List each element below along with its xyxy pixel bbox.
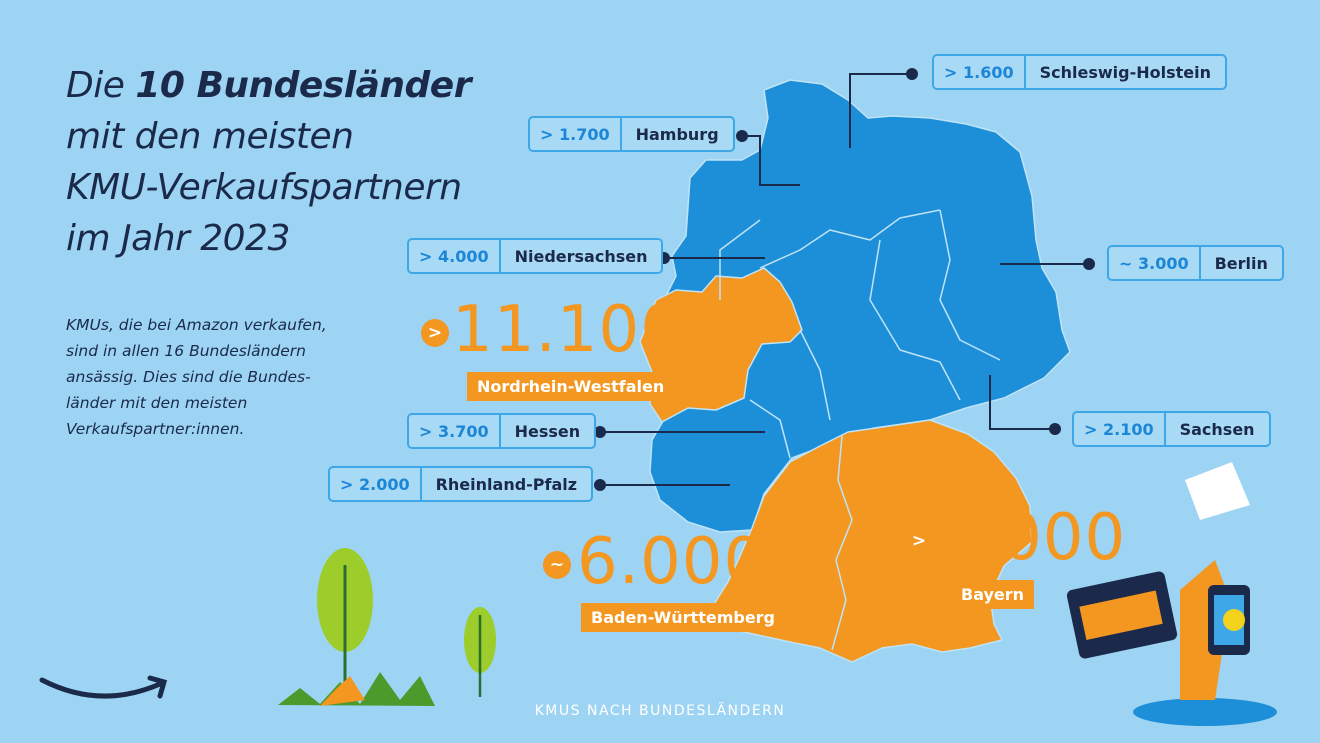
callout-amount: > 1.700 bbox=[530, 118, 622, 150]
callout-amount: > 1.600 bbox=[934, 56, 1026, 88]
state-border bbox=[719, 209, 1001, 651]
description-line: länder mit den meisten bbox=[66, 394, 248, 412]
callout-amount: > 2.000 bbox=[330, 468, 422, 500]
logo bbox=[39, 675, 168, 699]
highlight-symbol: > bbox=[905, 527, 933, 555]
callout-name: Hessen bbox=[514, 421, 581, 441]
callout-amount: > 3.700 bbox=[409, 415, 501, 447]
highlight-symbol: ~ bbox=[543, 551, 571, 579]
description-line: KMUs, die bei Amazon verkaufen, bbox=[66, 316, 327, 334]
callout: > 1.700 Hamburg bbox=[528, 116, 735, 152]
title-bold: 10 Bundesländer bbox=[135, 65, 471, 106]
callout-name: Berlin bbox=[1214, 253, 1268, 273]
highlight-amount: 11.100 bbox=[452, 293, 682, 367]
title-text: KMU-Verkaufspartnern bbox=[66, 167, 462, 208]
callout-amount: ~ 3.000 bbox=[1109, 247, 1201, 279]
highlight-name: Bayern bbox=[951, 580, 1035, 609]
leader-dot bbox=[1083, 258, 1095, 270]
callout-name: Sachsen bbox=[1179, 419, 1255, 439]
callout-name: Hamburg bbox=[635, 124, 719, 144]
description-line: sind in allen 16 Bundesländern bbox=[66, 342, 307, 360]
title: Die 10 Bundesländer mit den meisten KMU-… bbox=[66, 60, 471, 264]
callout: > 1.600 Schleswig-Holstein bbox=[932, 54, 1227, 90]
leader-dot bbox=[594, 426, 606, 438]
leader-dot bbox=[736, 130, 748, 142]
leader-line bbox=[742, 135, 800, 186]
leader-lines bbox=[594, 68, 1095, 491]
footer: KMUS NACH BUNDESLÄNDERN bbox=[534, 703, 786, 719]
title-text: im Jahr 2023 bbox=[66, 218, 290, 259]
leader-dot bbox=[594, 479, 606, 491]
callout: ~ 3.000 Berlin bbox=[1107, 245, 1284, 281]
trees bbox=[278, 548, 496, 706]
highlight-amount: 6.000 bbox=[577, 525, 766, 599]
callout: > 2.100 Sachsen bbox=[1072, 411, 1271, 447]
highlight-name: Baden-Württemberg bbox=[581, 603, 786, 632]
callout-name: Schleswig-Holstein bbox=[1039, 62, 1211, 82]
highlight-symbol: > bbox=[421, 319, 449, 347]
hands-devices bbox=[1066, 462, 1277, 726]
description-line: Verkaufspartner:innen. bbox=[66, 420, 245, 438]
callout-amount: > 4.000 bbox=[409, 240, 501, 272]
callout: > 4.000 Niedersachsen bbox=[407, 238, 664, 274]
title-text: Die bbox=[66, 65, 136, 106]
leader-line bbox=[849, 73, 912, 148]
leader-dot bbox=[1049, 423, 1061, 435]
callout-amount: > 2.100 bbox=[1074, 413, 1166, 445]
description: KMUs, die bei Amazon verkaufen, sind in a… bbox=[66, 312, 327, 442]
callout: > 2.000 Rheinland-Pfalz bbox=[328, 466, 594, 502]
leader-line bbox=[989, 375, 1055, 430]
description-line: ansässig. Dies sind die Bundes- bbox=[66, 368, 311, 386]
callout-name: Niedersachsen bbox=[514, 246, 648, 266]
leader-dot bbox=[906, 68, 918, 80]
highlight-name: Nordrhein-Westfalen bbox=[467, 372, 675, 401]
callout-name: Rheinland-Pfalz bbox=[435, 474, 578, 494]
callout: > 3.700 Hessen bbox=[407, 413, 597, 449]
highlight-amount: 8.000 bbox=[938, 501, 1127, 575]
title-text: mit den meisten bbox=[66, 116, 354, 157]
